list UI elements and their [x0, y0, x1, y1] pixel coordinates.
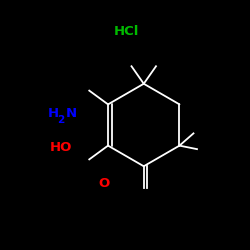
Text: 2: 2	[58, 115, 65, 125]
Text: H: H	[48, 107, 59, 120]
Text: O: O	[98, 177, 110, 190]
Text: HO: HO	[50, 141, 72, 154]
Text: N: N	[66, 107, 77, 120]
Text: HCl: HCl	[114, 25, 139, 38]
